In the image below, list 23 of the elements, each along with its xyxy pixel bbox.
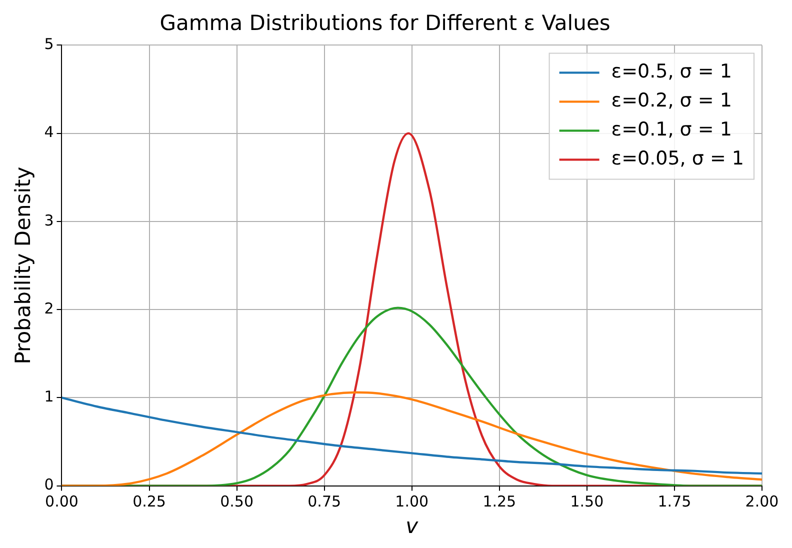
x-tick-label: 1.00 — [395, 492, 429, 511]
x-tick-label: 0.50 — [220, 492, 254, 511]
x-tick-label: 0.25 — [132, 492, 166, 511]
x-tick-label: 1.25 — [482, 492, 516, 511]
y-tick-label: 0 — [44, 476, 54, 494]
x-tick-label: 2.00 — [745, 492, 779, 511]
x-tick-label: 0.75 — [308, 492, 342, 511]
y-tick-label: 3 — [44, 211, 54, 230]
line-series — [62, 396, 762, 475]
y-tick-label: 4 — [44, 123, 54, 142]
x-axis-title: v — [406, 514, 419, 538]
x-tick-label: 0.00 — [45, 492, 78, 511]
x-tick-label: 1.50 — [570, 492, 604, 511]
x-tick-label: 1.75 — [658, 492, 692, 511]
legend-label: ε=0.1, σ = 1 — [611, 118, 732, 141]
legend-label: ε=0.2, σ = 1 — [611, 90, 732, 112]
legend-label: ε=0.5, σ = 1 — [611, 60, 732, 83]
y-axis-title: Probability Density — [11, 166, 36, 364]
chart-title: Gamma Distributions for Different ε Values — [160, 11, 610, 36]
y-tick-label: 5 — [44, 35, 54, 54]
y-tick-label: 1 — [44, 388, 54, 406]
legend-label: ε=0.05, σ = 1 — [611, 148, 744, 170]
y-tick-label: 2 — [44, 299, 54, 318]
